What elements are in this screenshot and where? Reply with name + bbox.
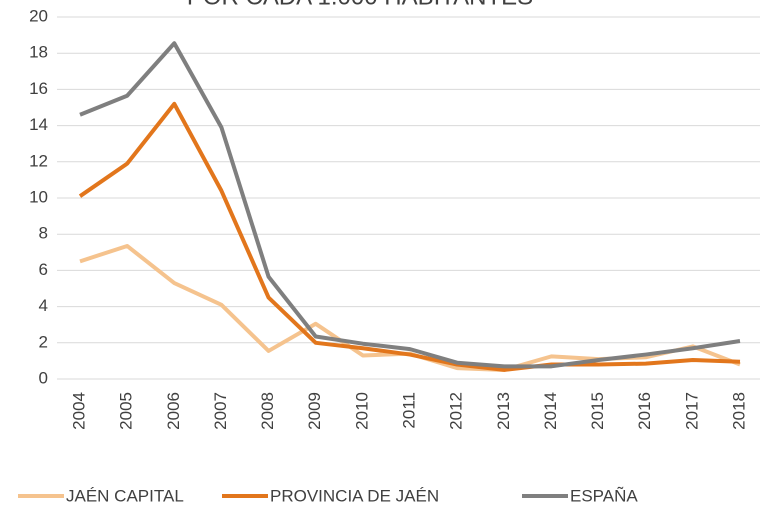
series-line (79, 41, 741, 369)
x-tick-label: 2017 (682, 392, 701, 430)
x-tick-label: 2009 (305, 392, 324, 430)
series-line (79, 243, 741, 372)
y-tick-label: 14 (29, 115, 48, 134)
legend-label: PROVINCIA DE JAÉN (270, 486, 439, 505)
y-tick-label: 6 (39, 260, 48, 279)
x-tick-label: 2004 (69, 392, 88, 430)
x-tick-label: 2014 (541, 392, 560, 430)
x-tick-label: 2005 (117, 392, 136, 430)
y-tick-label: 8 (39, 224, 48, 243)
y-tick-label: 0 (39, 368, 48, 387)
x-tick-label: 2018 (729, 392, 748, 430)
x-tick-label: 2010 (352, 392, 371, 430)
x-tick-label: 2007 (211, 392, 230, 430)
y-tick-label: 16 (29, 79, 48, 98)
series-line (78, 101, 741, 372)
y-tick-label: 12 (29, 151, 48, 170)
y-tick-label: 4 (39, 296, 48, 315)
y-tick-label: 18 (29, 43, 48, 62)
legend-label: ESPAÑA (570, 486, 638, 505)
x-tick-label: 2008 (258, 392, 277, 430)
x-tick-label: 2013 (494, 392, 513, 430)
x-tick-label: 2011 (399, 392, 418, 429)
y-tick-label: 10 (29, 187, 48, 206)
y-tick-label: 2 (39, 332, 48, 351)
x-tick-label: 2012 (447, 392, 466, 430)
legend-label: JAÉN CAPITAL (66, 486, 184, 505)
x-tick-label: 2016 (635, 392, 654, 430)
x-tick-label: 2015 (588, 392, 607, 430)
x-tick-label: 2006 (164, 392, 183, 430)
chart-title: POR CADA 1.000 HABITANTES (187, 0, 533, 10)
y-tick-label: 20 (29, 6, 48, 25)
